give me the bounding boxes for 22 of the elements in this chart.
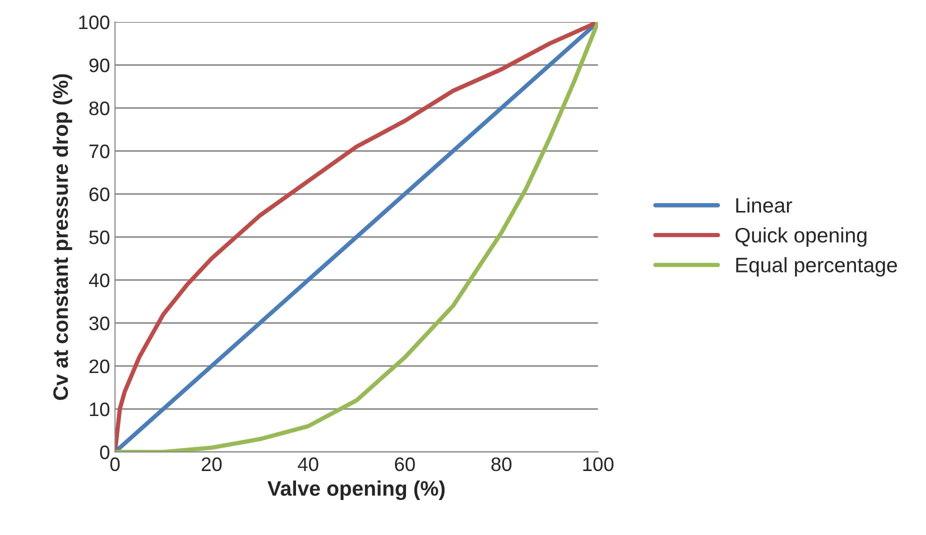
y-tick-label: 40	[88, 273, 110, 288]
x-tick-label: 60	[394, 457, 415, 472]
legend-label: Equal percentage	[736, 257, 897, 277]
x-tick-label: 40	[298, 457, 318, 472]
y-tick-label: 0	[100, 445, 110, 460]
y-axis-title: Cv at constant pressure drop (%)	[52, 74, 72, 400]
y-tick-label: 50	[89, 230, 110, 244]
y-tick-label: 70	[90, 144, 110, 158]
y-tick-label: 60	[90, 187, 110, 202]
y-tick-label: 10	[90, 402, 110, 416]
y-tick-label: 20	[89, 359, 110, 374]
x-tick-label: 20	[202, 457, 222, 472]
y-tick-label: 100	[79, 15, 110, 30]
y-tick-label: 80	[89, 101, 110, 116]
legend-label: Linear	[736, 197, 792, 213]
y-tick-label: 90	[89, 58, 110, 72]
x-tick-label: 100	[583, 457, 614, 472]
x-axis-title: Valve opening (%)	[268, 480, 445, 500]
y-tick-label: 30	[89, 316, 110, 330]
x-tick-label: 0	[110, 457, 120, 472]
legend-label: Quick opening	[736, 227, 866, 247]
x-tick-label: 80	[491, 457, 512, 472]
